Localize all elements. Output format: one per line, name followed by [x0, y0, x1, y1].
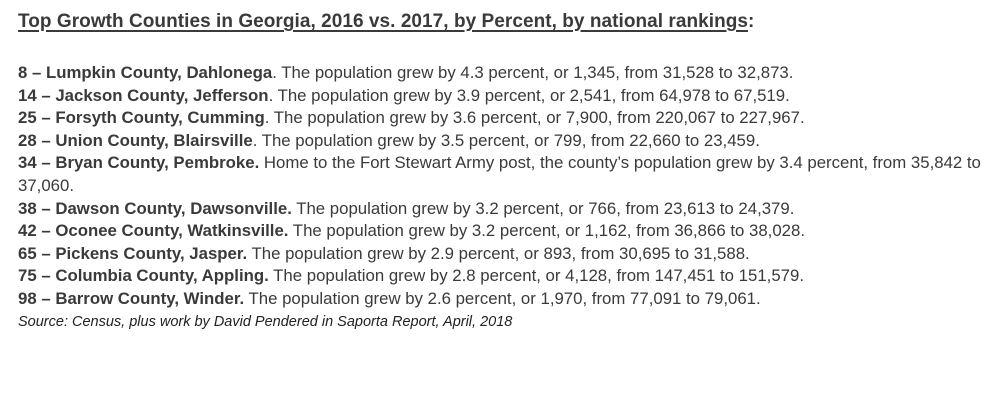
county-rank-name: 98 – Barrow County, Winder. — [18, 288, 245, 308]
page-title-text: Top Growth Counties in Georgia, 2016 vs.… — [18, 11, 749, 32]
county-description: The population grew by 2.8 percent, or 4… — [268, 266, 804, 286]
county-entry: 34 – Bryan County, Pembroke. Home to the… — [18, 152, 983, 197]
county-description: . The population grew by 4.3 percent, or… — [272, 63, 794, 82]
county-description: The population grew by 3.2 percent, or 1… — [288, 221, 805, 241]
county-description: Home to the Fort Stewart Army post, the … — [18, 153, 981, 195]
county-description: . The population grew by 3.9 percent, or… — [268, 85, 790, 105]
county-entry: 14 – Jackson County, Jefferson. The popu… — [18, 85, 983, 108]
county-entry: 28 – Union County, Blairsville. The popu… — [18, 130, 983, 153]
county-rank-name: 25 – Forsyth County, Cumming — [18, 108, 265, 128]
county-entry: 42 – Oconee County, Watkinsville. The po… — [18, 220, 983, 243]
page-title: Top Growth Counties in Georgia, 2016 vs.… — [18, 8, 997, 36]
page-title-colon: : — [748, 11, 755, 32]
county-description: The population grew by 3.2 percent, or 7… — [291, 198, 795, 218]
county-rank-name: 38 – Dawson County, Dawsonville. — [18, 198, 292, 218]
county-rank-name: 14 – Jackson County, Jefferson — [18, 85, 269, 105]
county-entry: 25 – Forsyth County, Cumming. The popula… — [18, 107, 983, 130]
county-entry: 98 – Barrow County, Winder. The populati… — [18, 288, 983, 311]
county-rank-name: 8 – Lumpkin County, Dahlonega — [18, 63, 273, 82]
county-entry: 65 – Pickens County, Jasper. The populat… — [18, 243, 983, 266]
county-list: 8 – Lumpkin County, Dahlonega. The popul… — [18, 62, 983, 311]
county-description: The population grew by 2.6 percent, or 1… — [244, 288, 761, 308]
county-entry: 38 – Dawson County, Dawsonville. The pop… — [18, 198, 983, 221]
county-entry: 8 – Lumpkin County, Dahlonega. The popul… — [18, 62, 983, 85]
county-entry: 75 – Columbia County, Appling. The popul… — [18, 265, 983, 288]
county-rank-name: 34 – Bryan County, Pembroke. — [18, 153, 260, 173]
county-rank-name: 42 – Oconee County, Watkinsville. — [18, 221, 289, 241]
county-rank-name: 65 – Pickens County, Jasper. — [18, 243, 248, 263]
county-rank-name: 28 – Union County, Blairsville — [18, 130, 253, 150]
county-description: . The population grew by 3.5 percent, or… — [252, 130, 760, 150]
county-rank-name: 75 – Columbia County, Appling. — [18, 266, 269, 286]
county-description: . The population grew by 3.6 percent, or… — [264, 108, 805, 128]
source-citation: Source: Census, plus work by David Pende… — [18, 313, 513, 330]
county-description: The population grew by 2.9 percent, or 8… — [247, 243, 750, 263]
